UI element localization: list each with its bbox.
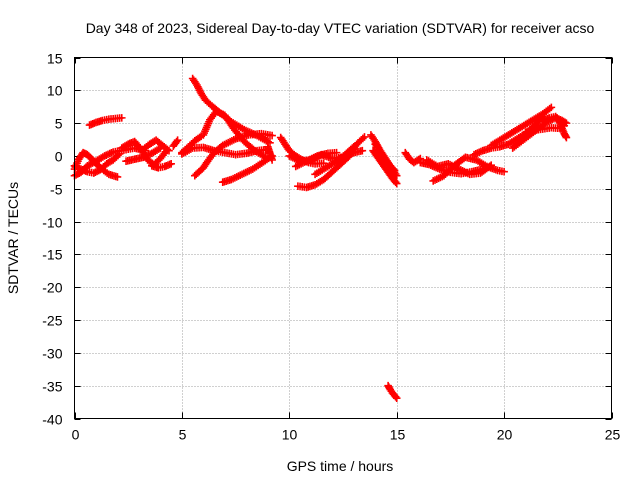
- data-point-marker: [117, 114, 126, 122]
- chart-title: Day 348 of 2023, Sidereal Day-to-day VTE…: [86, 20, 595, 36]
- data-point-marker: [268, 131, 276, 140]
- data-point-marker: [165, 146, 173, 155]
- data-point-marker: [266, 139, 274, 147]
- data-series-seg-06: [122, 144, 165, 166]
- x-tick-label: 25: [605, 427, 621, 443]
- data-series-seg-16: [264, 142, 276, 164]
- data-series-seg-12: [190, 129, 276, 180]
- x-tick-label: 20: [497, 427, 513, 443]
- data-point-marker: [556, 124, 564, 133]
- data-point-marker: [113, 173, 122, 181]
- data-point-marker: [392, 171, 401, 180]
- y-tick-label: -30: [42, 346, 62, 362]
- data-point-marker: [392, 179, 401, 188]
- data-series-seg-32: [487, 103, 556, 150]
- data-point-marker: [500, 167, 508, 176]
- y-tick-label: -40: [42, 412, 62, 428]
- data-point-marker: [392, 394, 401, 402]
- y-tick-label: -15: [42, 247, 62, 263]
- data-series-seg-36: [521, 123, 564, 137]
- y-tick-label: -35: [42, 379, 62, 395]
- x-tick-label: 5: [179, 427, 187, 443]
- x-tick-label: 10: [282, 427, 298, 443]
- y-tick-label: 15: [47, 51, 63, 67]
- data-point-marker: [360, 133, 369, 141]
- data-point-marker: [358, 146, 367, 155]
- data-series-seg-25: [371, 140, 399, 175]
- data-point-marker: [562, 133, 571, 142]
- data-series-seg-04: [85, 114, 126, 129]
- data-series-seg-14: [178, 143, 272, 159]
- data-series-seg-24: [369, 146, 401, 188]
- tick-layer: 0 5 10 15 20 25 15 10 5 0 -5 -10 -15 -20 -25 -30 -35 -40: [42, 51, 620, 443]
- y-axis-title: SDTVAR / TECUs: [5, 182, 21, 294]
- data-point-marker: [173, 136, 182, 145]
- y-tick-label: -10: [42, 215, 62, 231]
- x-axis-title: GPS time / hours: [287, 458, 394, 474]
- data-point-marker: [268, 156, 276, 164]
- data-point-marker: [547, 103, 556, 112]
- y-tick-label: 5: [55, 116, 63, 132]
- data-point-marker: [390, 166, 399, 175]
- data-series-seg-30: [429, 153, 508, 185]
- x-tick-label: 15: [390, 427, 406, 443]
- data-series-seg-22: [341, 133, 369, 164]
- data-series-seg-15: [218, 152, 276, 187]
- data-series-seg-03: [70, 148, 122, 181]
- data-series-seg-07: [139, 136, 173, 155]
- data-layer: [70, 74, 571, 402]
- data-series-seg-26: [384, 381, 401, 402]
- data-point-marker: [167, 160, 175, 168]
- y-tick-label: -20: [42, 280, 62, 296]
- y-tick-label: -5: [50, 182, 63, 198]
- plot-frame: [74, 57, 612, 419]
- y-tick-label: -25: [42, 313, 62, 329]
- y-tick-label: 0: [55, 149, 63, 165]
- y-tick-label: 10: [47, 83, 63, 99]
- data-series-seg-09: [169, 136, 182, 150]
- data-series-seg-08: [148, 160, 175, 172]
- grid-layer: [74, 57, 612, 419]
- x-tick-label: 0: [72, 427, 80, 443]
